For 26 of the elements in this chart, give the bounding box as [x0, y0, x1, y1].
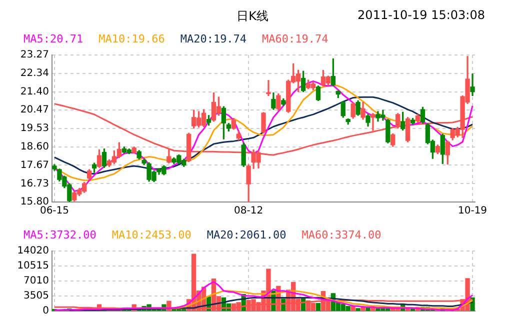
y-tick-label: 3505 — [24, 290, 49, 302]
text: MA5:20.71 — [24, 32, 84, 46]
y-tick-label: 7010 — [24, 276, 49, 287]
y-tick-label: 10515 — [17, 260, 49, 272]
y-tick-label: 20.47 — [20, 104, 49, 116]
text: MA60:19.74 — [262, 32, 329, 46]
chart-title: 日K线 — [236, 9, 268, 23]
y-tick-label: 16.73 — [20, 178, 49, 190]
x-tick-label: 06-15 — [40, 206, 70, 217]
y-tick-label: 22.34 — [20, 68, 49, 79]
y-tick-label: 21.40 — [20, 86, 49, 98]
text: MA10:2453.00 — [112, 228, 192, 242]
y-tick-label: 17.67 — [20, 160, 49, 171]
y-tick-label: 18.60 — [20, 141, 49, 152]
y-tick-label: 19.53 — [20, 123, 49, 134]
y-tick-label: 14020 — [17, 246, 49, 257]
x-tick-label: 08-12 — [234, 206, 264, 217]
text: MA20:19.74 — [180, 32, 247, 46]
text: 2011-10-19 15:03:08 — [358, 8, 485, 22]
text: MA60:3374.00 — [302, 228, 382, 242]
text: MA10:19.66 — [98, 32, 165, 46]
x-tick-label: 10-19 — [458, 206, 488, 217]
text: MA5:3732.00 — [24, 228, 96, 242]
y-tick-label: 23.27 — [20, 50, 49, 61]
text: MA20:2061.00 — [206, 228, 286, 242]
y-tick-label: 0 — [42, 306, 49, 317]
